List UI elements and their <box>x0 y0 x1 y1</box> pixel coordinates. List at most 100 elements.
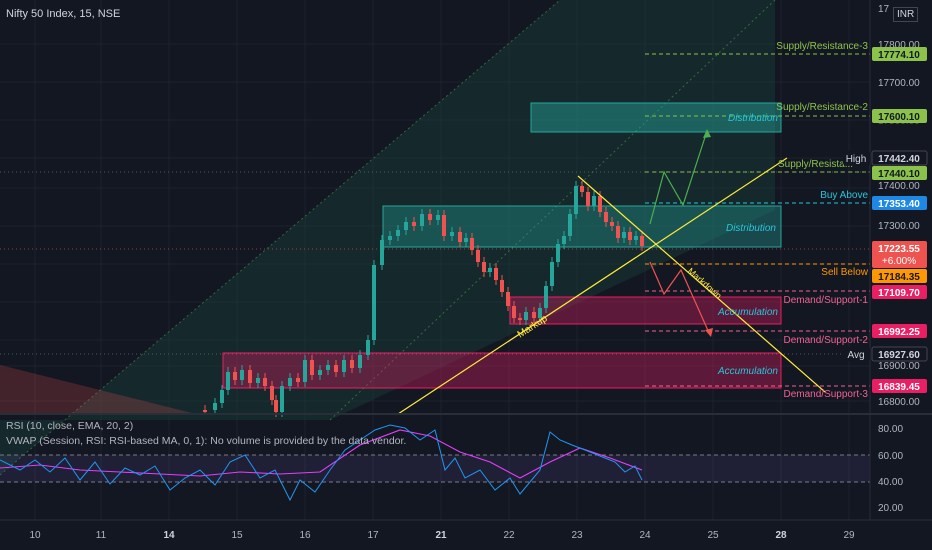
price-tags: 17774.10 17600.10 High 17442.40 17440.10… <box>843 47 928 393</box>
candle <box>450 232 454 236</box>
markup-trendline[interactable] <box>397 157 788 415</box>
rsi-indicator-label[interactable]: RSI (10, close, EMA, 20, 2) <box>6 420 134 432</box>
candle <box>628 232 632 240</box>
high-price: 17442.40 <box>878 154 920 165</box>
candle <box>616 226 620 238</box>
candle <box>380 240 384 265</box>
rsi-axis[interactable]: 80.00 60.00 40.00 20.00 <box>878 424 903 514</box>
candle <box>550 262 554 286</box>
last-change: +6.00% <box>882 256 916 267</box>
vwap-indicator-label[interactable]: VWAP (Session, RSI: RSI-based MA, 0, 1):… <box>6 435 407 447</box>
currency-badge[interactable]: INR <box>893 7 919 22</box>
accumulation-label-mid: Accumulation <box>717 307 778 318</box>
candle <box>610 222 614 226</box>
demand-support-2-price: 16992.25 <box>878 327 920 338</box>
rising-channel-fill <box>0 0 775 475</box>
time-tick: 14 <box>163 530 175 541</box>
supply-resistance-1-price: 17440.10 <box>878 169 920 180</box>
candle <box>574 186 578 214</box>
candle <box>203 410 207 412</box>
tag-bg <box>872 109 927 123</box>
candle <box>270 386 274 400</box>
candle <box>544 286 548 308</box>
price-tick: 17800.00 <box>878 40 920 51</box>
demand-support-1-label: Demand/Support-1 <box>784 295 869 306</box>
candle <box>388 236 392 240</box>
demand-support-1-price: 17109.70 <box>878 288 920 299</box>
time-tick: 24 <box>639 530 651 541</box>
tag-bg <box>843 151 870 165</box>
candle <box>226 372 230 390</box>
time-tick: 22 <box>503 530 515 541</box>
sell-below-price: 17184.35 <box>878 272 920 283</box>
candle <box>538 308 542 318</box>
rsi-tick: 80.00 <box>878 424 903 435</box>
tag-bg <box>872 379 927 393</box>
time-tick: 25 <box>707 530 719 541</box>
tag-bg <box>872 196 927 210</box>
high-label: High <box>846 154 867 165</box>
candle <box>442 215 446 236</box>
supply-resistance-1-label: Supply/Resista... <box>778 159 853 170</box>
rsi-line <box>0 424 643 502</box>
candle <box>366 340 370 355</box>
candlestick-series[interactable] <box>203 181 644 417</box>
distribution-zone-upper[interactable] <box>530 102 782 133</box>
candle <box>412 222 416 226</box>
candle <box>404 222 408 230</box>
time-tick: 17 <box>367 530 379 541</box>
buy-above-label: Buy Above <box>820 190 868 201</box>
candle <box>350 360 354 368</box>
time-tick: 29 <box>843 530 855 541</box>
candle <box>288 378 292 386</box>
distribution-label-mid: Distribution <box>726 223 776 234</box>
candle <box>494 268 498 280</box>
candle <box>518 318 522 320</box>
time-tick: 21 <box>435 530 447 541</box>
tag-bg <box>872 285 927 299</box>
accumulation-zone-low[interactable] <box>222 352 782 389</box>
buy-above-price: 17353.40 <box>878 199 920 210</box>
candle <box>568 214 572 236</box>
price-tick: 16900.00 <box>878 361 920 372</box>
candle <box>334 365 338 372</box>
bearish-zone-fill <box>0 365 200 415</box>
candle <box>604 212 608 222</box>
time-tick: 28 <box>775 530 787 541</box>
time-axis[interactable]: 10 11 14 15 16 17 21 22 23 24 25 28 29 <box>29 530 855 541</box>
bearish-projection-path <box>649 261 711 336</box>
supply-resistance-2-price: 17600.10 <box>878 112 920 123</box>
distribution-zone-mid[interactable] <box>382 205 782 248</box>
candle <box>436 215 440 220</box>
tag-bg <box>872 47 927 61</box>
candle <box>296 378 300 382</box>
candle <box>622 232 626 238</box>
candle <box>598 196 602 212</box>
candle <box>476 250 480 262</box>
candle <box>532 312 536 318</box>
price-tick: 17400.00 <box>878 181 920 192</box>
time-tick: 23 <box>571 530 583 541</box>
candle <box>240 370 244 380</box>
candle <box>326 365 330 370</box>
candle <box>263 378 267 386</box>
candle <box>248 370 252 383</box>
tag-bg <box>871 150 928 166</box>
level-lines <box>0 53 870 387</box>
candle <box>482 262 486 272</box>
candle <box>358 355 362 368</box>
rsi-tick: 60.00 <box>878 451 903 462</box>
candle <box>580 186 584 192</box>
price-tick: 17700.00 <box>878 78 920 89</box>
sell-below-label: Sell Below <box>821 267 868 278</box>
rsi-ma-line <box>0 429 643 479</box>
symbol-title[interactable]: Nifty 50 Index, 15, NSE <box>6 8 121 20</box>
time-tick: 11 <box>96 530 107 541</box>
time-tick: 10 <box>29 530 41 541</box>
time-tick: 16 <box>299 530 311 541</box>
tag-bg <box>872 269 927 283</box>
last-price: 17223.55 <box>878 244 920 255</box>
markdown-trendline[interactable] <box>577 175 826 393</box>
